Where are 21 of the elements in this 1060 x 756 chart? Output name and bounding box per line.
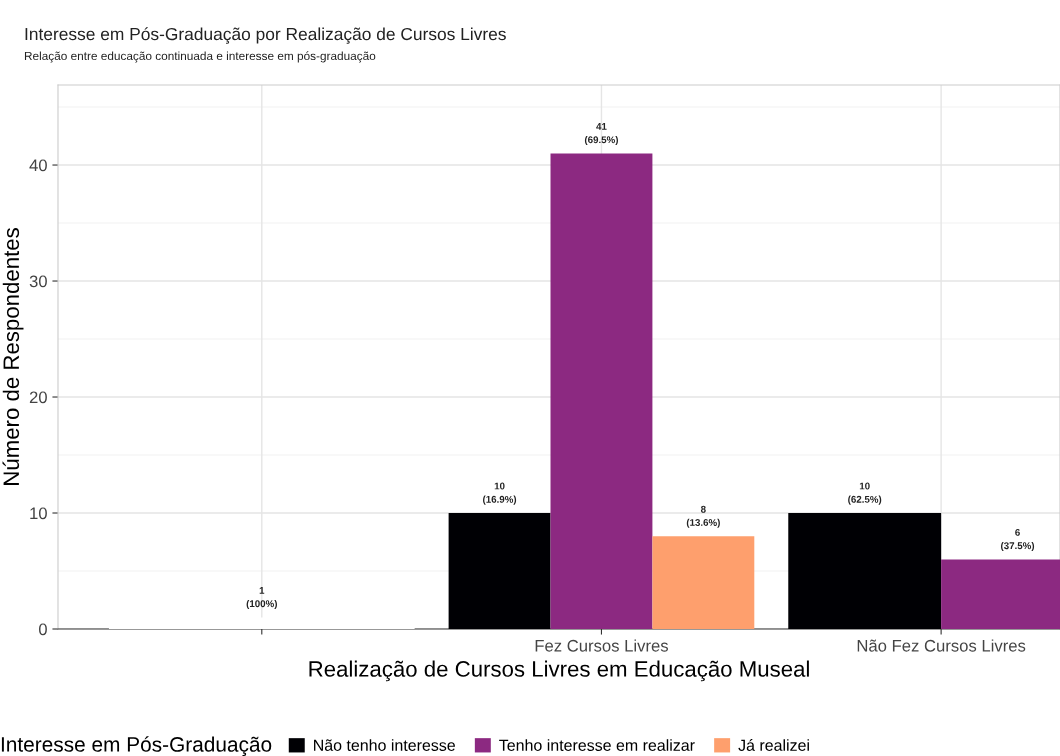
legend-label: Tenho interesse em realizar <box>499 739 695 751</box>
legend-label: Não tenho interesse <box>314 739 455 751</box>
y-tick-label: 20 <box>29 391 47 404</box>
x-axis-title: Realização de Cursos Livres em Educação Museal <box>309 660 809 682</box>
y-tick-label: 0 <box>38 623 47 636</box>
data-label: 6 (37.5%) <box>1001 528 1035 552</box>
y-tick-label: 10 <box>30 507 47 520</box>
x-tick-label: Não Fez Cursos Livres <box>857 639 1026 652</box>
y-tick-label: 30 <box>29 275 47 288</box>
legend-label: Já realizei <box>738 739 809 751</box>
y-tick-label: 40 <box>29 159 47 172</box>
data-label: 41 (69.5%) <box>584 123 618 146</box>
chart-subtitle: Relação entre educação continuada e interesse em pós-graduação <box>24 51 376 63</box>
x-tick-label: Fez Cursos Livres <box>535 639 669 652</box>
legend-title: Interesse em Pós-Graduação <box>1 736 272 756</box>
y-axis-title: Número de Respondentes <box>2 228 24 485</box>
data-label: 1 (100%) <box>246 587 277 610</box>
data-label: 8 (13.6%) <box>686 505 720 528</box>
data-label: 10 (16.9%) <box>483 482 517 505</box>
data-label: 10 (62.5%) <box>848 482 882 505</box>
chart-title: Interesse em Pós-Graduação por Realização de Cursos Livres <box>25 27 506 44</box>
